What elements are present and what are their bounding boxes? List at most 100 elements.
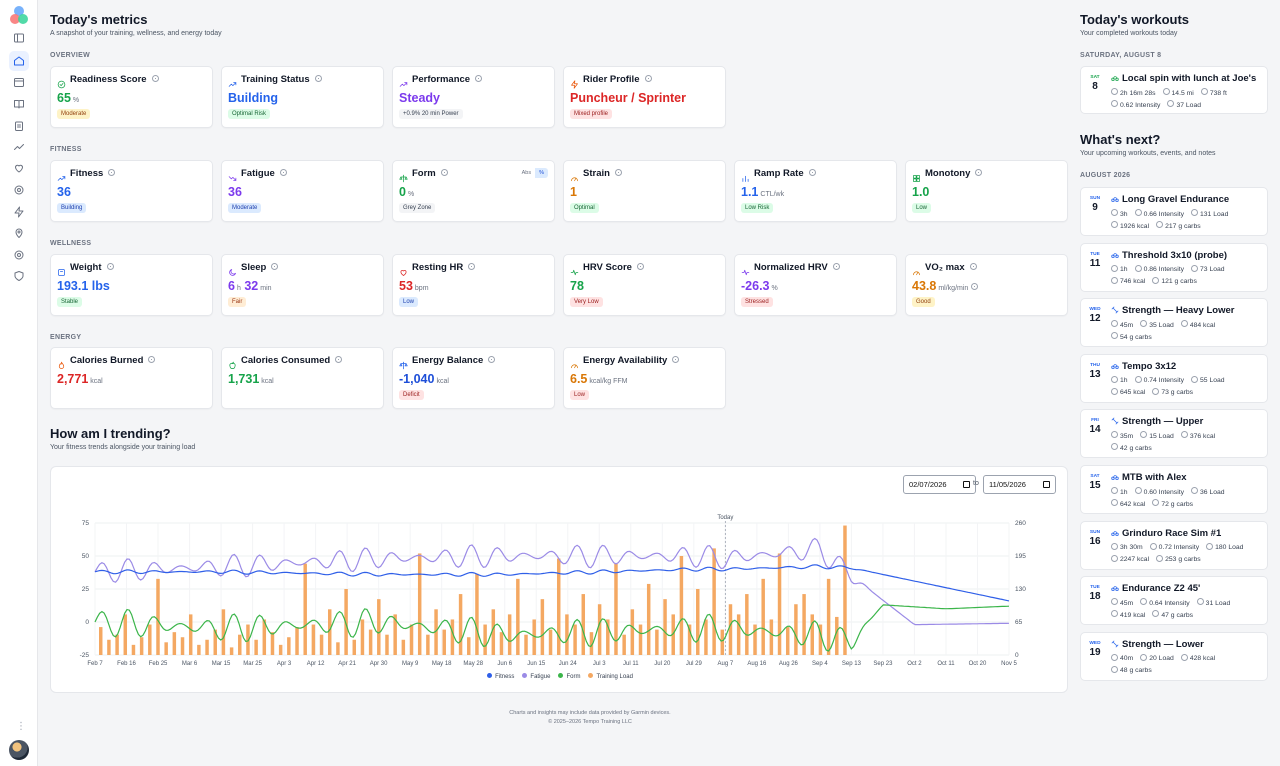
metric-card-normalized-hrv[interactable]: Normalized HRV -26.3% Stressed xyxy=(734,254,897,316)
metric-card-resting-hr[interactable]: Resting HR 53 bpm Low xyxy=(392,254,555,316)
workout-card[interactable]: TUE 18 Endurance Z2 45' 45m 0.64 Intensity 31… xyxy=(1080,576,1268,626)
training-load-bar xyxy=(368,629,373,655)
settings-icon[interactable] xyxy=(9,245,29,265)
training-load-bar xyxy=(131,644,136,655)
info-icon[interactable] xyxy=(644,75,652,82)
metric-card-fitness[interactable]: Fitness 36 Building xyxy=(50,160,213,222)
metric-title-text: Strain xyxy=(583,168,610,179)
more-icon[interactable]: ⋮ xyxy=(16,721,26,732)
info-icon[interactable] xyxy=(488,356,496,363)
info-icon[interactable] xyxy=(969,263,977,270)
info-icon[interactable] xyxy=(468,263,476,270)
metric-card-strain[interactable]: Strain 1 Optimal xyxy=(563,160,726,222)
bolt-icon[interactable] xyxy=(9,202,29,222)
workout-title: Strength — Heavy Lower xyxy=(1111,305,1234,316)
metric-card-energy-availability[interactable]: Energy Availability 6.5 kcal/kg FFM Low xyxy=(563,347,726,409)
info-icon[interactable] xyxy=(108,169,116,176)
trend-up-icon xyxy=(57,170,66,181)
workout-date: WED 19 xyxy=(1087,641,1103,658)
sidebar-toggle-icon[interactable] xyxy=(9,28,29,48)
metric-card-readiness-score[interactable]: Readiness Score 65% Moderate xyxy=(50,66,213,128)
x-tick-label: Feb 7 xyxy=(87,661,103,667)
legend-item[interactable]: Training Load xyxy=(588,673,633,680)
metric-unit-hours: h xyxy=(236,285,241,292)
metric-card-rider-profile[interactable]: Rider Profile Puncheur / Sprinter Mixed pr… xyxy=(563,66,726,128)
avatar[interactable] xyxy=(9,740,29,760)
info-icon[interactable] xyxy=(271,263,279,270)
training-load-bar xyxy=(180,637,185,655)
metric-card-fatigue[interactable]: Fatigue 36 Moderate xyxy=(221,160,384,222)
book-icon[interactable] xyxy=(9,94,29,114)
status-badge: Low Risk xyxy=(741,203,774,213)
metric-title: Normalized HRV xyxy=(754,262,840,273)
training-load-bar xyxy=(646,583,651,655)
x-tick-label: Mar 15 xyxy=(212,661,231,667)
home-icon[interactable] xyxy=(9,51,29,71)
info-icon[interactable] xyxy=(475,75,483,82)
status-badge: Grey Zone xyxy=(399,203,436,213)
metric-card-calories-consumed[interactable]: Calories Consumed 1,731 kcal xyxy=(221,347,384,409)
metric-value: 65% xyxy=(57,91,79,105)
info-icon[interactable] xyxy=(672,356,680,363)
info-icon[interactable] xyxy=(279,169,287,176)
info-icon[interactable] xyxy=(151,75,159,82)
workout-card[interactable]: WED 19 Strength — Lower 40m 20 Load 428 kcal 4… xyxy=(1080,631,1268,681)
info-icon[interactable] xyxy=(440,169,448,176)
info-icon[interactable] xyxy=(148,356,156,363)
info-icon[interactable] xyxy=(975,169,983,176)
bike-icon xyxy=(1111,251,1119,259)
today-marker-label: Today xyxy=(717,515,733,521)
info-icon[interactable] xyxy=(971,283,979,290)
shield-icon[interactable] xyxy=(9,266,29,286)
workout-card[interactable]: SAT 8 Local spin with lunch at Joe's 2h 16m… xyxy=(1080,66,1268,114)
info-icon[interactable] xyxy=(636,263,644,270)
toggle-percent[interactable]: % xyxy=(535,168,548,178)
workout-card[interactable]: TUE 11 Threshold 3x10 (probe) 1h 0.86 Intens… xyxy=(1080,242,1268,292)
workout-card[interactable]: SUN 16 Grinduro Race Sim #1 3h 30m 0.72 Inte… xyxy=(1080,520,1268,570)
location-icon[interactable] xyxy=(9,223,29,243)
info-icon[interactable] xyxy=(614,169,622,176)
form-unit-toggle: Abs% xyxy=(518,168,548,178)
legend-item[interactable]: Fitness xyxy=(487,673,514,680)
calendar-icon[interactable] xyxy=(9,72,29,92)
workout-title-text: MTB with Alex xyxy=(1122,472,1187,483)
clipboard-icon[interactable] xyxy=(9,116,29,136)
date-to-input[interactable]: 11/05/2026 xyxy=(983,475,1056,494)
date-from-input[interactable]: 02/07/2026 xyxy=(903,475,976,494)
metric-card-training-status[interactable]: Training Status Building Optimal Risk xyxy=(221,66,384,128)
legend-item[interactable]: Fatigue xyxy=(522,673,550,680)
metric-card-vo-max[interactable]: VO₂ max 43.8 ml/kg/min Good xyxy=(905,254,1068,316)
legend-item[interactable]: Form xyxy=(558,673,580,680)
info-icon[interactable] xyxy=(832,263,840,270)
trend-icon[interactable] xyxy=(9,137,29,157)
info-icon[interactable] xyxy=(314,75,322,82)
metric-card-weight[interactable]: Weight 193.1 lbs Stable xyxy=(50,254,213,316)
workout-card[interactable]: SAT 15 MTB with Alex 1h 0.60 Intensity 36 Loa… xyxy=(1080,465,1268,514)
app-logo[interactable] xyxy=(10,6,28,26)
metric-card-calories-burned[interactable]: Calories Burned 2,771 kcal xyxy=(50,347,213,409)
toggle-abs[interactable]: Abs xyxy=(521,170,532,176)
metric-card-form[interactable]: Form 0% Grey Zone Abs% xyxy=(392,160,555,222)
metric-card-ramp-rate[interactable]: Ramp Rate 1.1 CTL/wk Low Risk xyxy=(734,160,897,222)
metric-card-performance[interactable]: Performance Steady +0.9% 20 min Power xyxy=(392,66,555,128)
metric-card-hrv-score[interactable]: HRV Score 78 Very Low xyxy=(563,254,726,316)
workout-card[interactable]: SUN 9 Long Gravel Endurance 3h 0.66 Intensit… xyxy=(1080,187,1268,236)
metric-card-energy-balance[interactable]: Energy Balance -1,040 kcal Deficit xyxy=(392,347,555,409)
metric-card-monotony[interactable]: Monotony 1.0 Low xyxy=(905,160,1068,222)
workout-card[interactable]: WED 12 Strength — Heavy Lower 45m 35 Load 484… xyxy=(1080,298,1268,348)
workout-card[interactable]: FRI 14 Strength — Upper 35m 15 Load 376 kcal 4… xyxy=(1080,409,1268,459)
info-icon[interactable] xyxy=(808,169,816,176)
workout-meta: 419 kcal xyxy=(1111,612,1145,619)
training-load-bar xyxy=(385,634,389,655)
nutrition-icon[interactable] xyxy=(9,180,29,200)
heart-icon[interactable] xyxy=(9,158,29,178)
workout-date: WED 12 xyxy=(1087,307,1103,324)
metric-value: 193.1 lbs xyxy=(57,279,110,293)
metric-card-sleep[interactable]: Sleep 6 h 32 min Fair xyxy=(221,254,384,316)
workout-card[interactable]: THU 13 Tempo 3x12 1h 0.74 Intensity 55 Load 64… xyxy=(1080,353,1268,403)
info-icon[interactable] xyxy=(335,356,343,363)
trend-chart: 75 50 25 0 -25 260 195 130 65 0 Feb 7 Feb 16 Feb 25 M… xyxy=(50,466,1068,693)
training-load-bar xyxy=(377,599,381,655)
info-icon[interactable] xyxy=(106,263,114,270)
trend-chart-svg: 75 50 25 0 -25 260 195 130 65 0 Feb 7 Feb 16 Feb 25 M… xyxy=(80,515,1027,667)
